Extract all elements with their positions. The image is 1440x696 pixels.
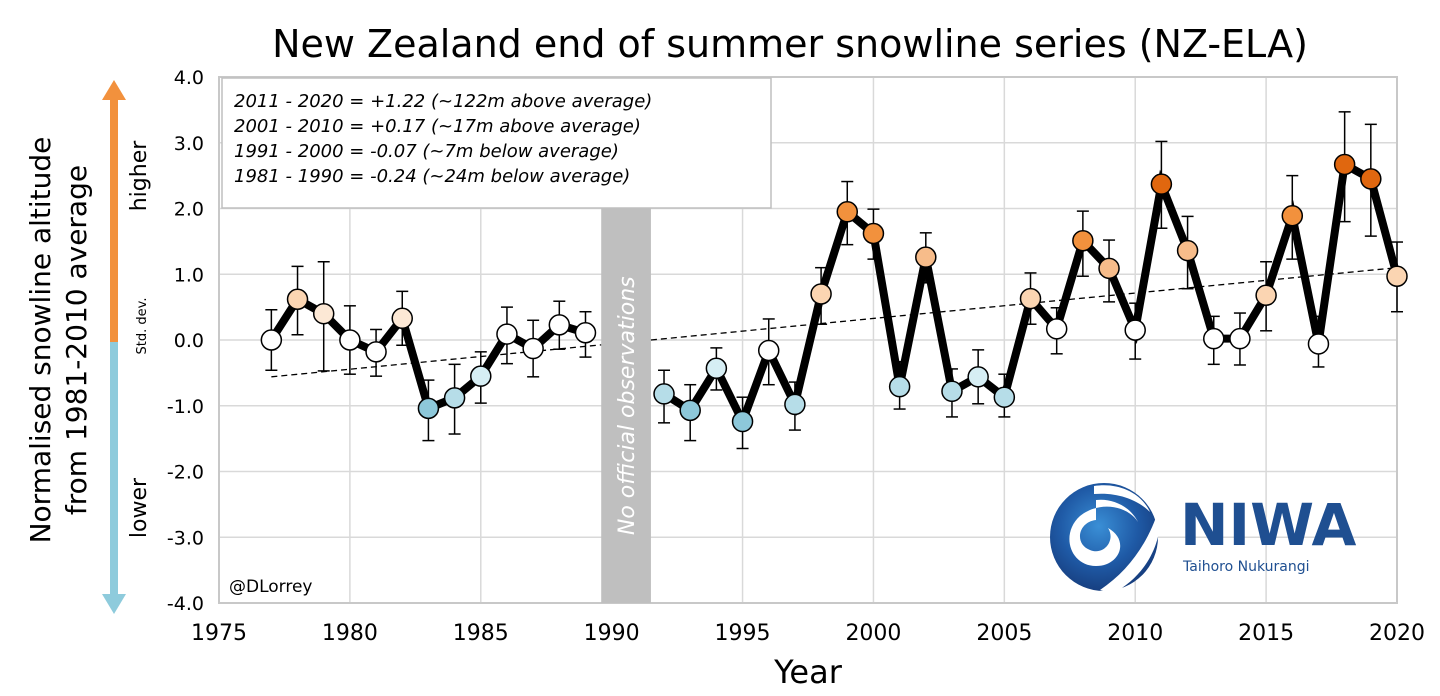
- niwa-logo-text: NIWA: [1180, 491, 1356, 559]
- data-point: [862, 222, 885, 245]
- data-point: [496, 323, 518, 345]
- niwa-logo-swirl-icon: [1069, 499, 1138, 566]
- arrow-up-icon: [102, 80, 126, 100]
- niwa-logo-arc-icon: [1094, 485, 1150, 512]
- decadal-notes-box: [221, 77, 772, 209]
- data-point: [888, 375, 911, 398]
- credit-label: @DLorrey: [229, 577, 313, 597]
- data-point: [312, 302, 335, 325]
- data-point: [574, 322, 597, 344]
- y-tick-label: 0.0: [174, 330, 204, 352]
- y-tick-label: -1.0: [167, 396, 204, 418]
- data-point: [1045, 318, 1068, 340]
- lower-label: lower: [127, 477, 152, 538]
- decadal-note-1991-2000: 1991 - 2000 = -0.07 (~7m below average): [234, 141, 619, 162]
- higher-label: higher: [127, 140, 152, 211]
- y-tick-label: 2.0: [174, 199, 204, 221]
- y-axis-ticks: 4.0 3.0 2.0 1.0 0.0 -1.0 -2.0 -3.0 -4.0: [167, 67, 204, 615]
- x-tick-label: 2010: [1107, 621, 1163, 646]
- y-tick-label: -2.0: [167, 462, 204, 484]
- data-point: [1333, 153, 1356, 176]
- data-point: [1098, 257, 1120, 280]
- gap-bar: [601, 208, 651, 603]
- y-tick-label: 3.0: [174, 133, 204, 155]
- y-tick-label: -3.0: [167, 527, 204, 549]
- arrow-lower-shaft: [110, 342, 118, 596]
- niwa-logo-tagline: Taihoro Nukurangi: [1182, 559, 1310, 575]
- x-tick-label: 1995: [715, 621, 771, 646]
- data-point: [1019, 287, 1042, 310]
- decadal-note-1981-1990: 1981 - 1990 = -0.24 (~24m below average): [234, 166, 630, 187]
- data-point: [757, 339, 780, 362]
- plot-area-border: [218, 76, 1398, 604]
- data-point: [365, 341, 387, 363]
- data-point: [417, 397, 440, 420]
- x-axis-ticks: 1975 1980 1985 1990 1995 2000 2005 2010 2015 2020: [191, 621, 1425, 646]
- data-point: [1386, 265, 1408, 287]
- data-point: [1255, 284, 1277, 307]
- y-tick-label: 4.0: [174, 67, 204, 89]
- trend-line-segment: [271, 344, 602, 378]
- data-point: [286, 288, 309, 310]
- data-point: [915, 246, 937, 268]
- x-tick-label: 2015: [1238, 621, 1294, 646]
- data-point: [260, 329, 283, 351]
- data-point: [1124, 319, 1146, 341]
- y-axis-label-line2: from 1981-2010 average: [60, 165, 93, 515]
- niwa-logo: NIWA Taihoro Nukurangi: [1050, 483, 1356, 594]
- data-point: [1203, 327, 1225, 350]
- data-point: [810, 283, 832, 305]
- trend-line: [271, 267, 1398, 378]
- data-point: [1307, 333, 1330, 355]
- data-point: [1150, 173, 1173, 195]
- arrow-down-icon: [102, 594, 126, 614]
- y-axis-label-line1: Normalised snowline altitude: [24, 137, 57, 544]
- data-point: [470, 365, 492, 387]
- data-markers: [260, 153, 1408, 433]
- x-tick-label: 2000: [845, 621, 901, 646]
- chart-title: New Zealand end of summer snowline serie…: [272, 22, 1308, 66]
- data-point: [731, 410, 754, 433]
- x-tick-label: 1985: [453, 621, 509, 646]
- niwa-logo-wave-icon: [1100, 505, 1161, 594]
- data-point: [653, 383, 675, 405]
- x-tick-label: 1980: [322, 621, 378, 646]
- niwa-logo-globe-icon: [1050, 483, 1158, 591]
- data-point: [705, 357, 728, 380]
- data-point: [339, 329, 361, 351]
- data-point: [522, 337, 544, 360]
- data-point: [679, 399, 701, 422]
- gap-label: No official observations: [615, 276, 640, 535]
- y-tick-label: -4.0: [167, 593, 204, 615]
- data-point: [993, 386, 1016, 408]
- data-point: [967, 366, 989, 388]
- data-point: [548, 314, 571, 336]
- y-tick-label: 1.0: [174, 264, 204, 286]
- arrow-higher-shaft: [110, 98, 118, 342]
- data-point: [1360, 168, 1382, 190]
- data-point: [1176, 239, 1199, 262]
- x-tick-label: 2020: [1369, 621, 1425, 646]
- x-tick-label: 1975: [191, 621, 247, 646]
- data-point: [1229, 327, 1251, 350]
- data-point: [784, 393, 806, 416]
- data-point: [836, 201, 859, 223]
- data-point: [941, 380, 963, 403]
- data-point: [391, 307, 413, 330]
- no-observation-gap: No official observations: [601, 208, 651, 603]
- std-dev-label: Std. dev.: [135, 298, 150, 355]
- x-tick-label: 1990: [584, 621, 640, 646]
- decadal-note-2011-2020: 2011 - 2020 = +1.22 (~122m above average…: [234, 91, 652, 112]
- decadal-note-2001-2010: 2001 - 2010 = +0.17 (~17m above average): [234, 116, 641, 137]
- data-point: [1281, 204, 1304, 227]
- direction-arrow: [102, 80, 126, 614]
- data-point: [443, 387, 466, 409]
- x-tick-label: 2005: [976, 621, 1032, 646]
- data-point: [1072, 229, 1094, 252]
- x-axis-label: Year: [773, 653, 843, 691]
